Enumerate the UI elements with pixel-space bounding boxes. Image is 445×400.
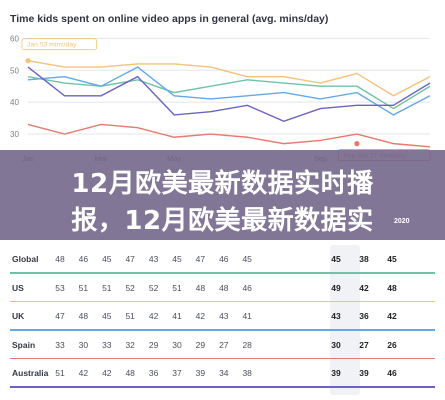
table-cell: 26 bbox=[387, 339, 397, 350]
table-cell: 43 bbox=[219, 311, 229, 321]
chart-title: Time kids spent on online video apps in … bbox=[10, 13, 329, 25]
table-cell: 42 bbox=[359, 282, 369, 293]
series-line-spain bbox=[27, 123, 431, 148]
banner-line-2: 报，12月欧美最新数据实 bbox=[71, 206, 374, 236]
table-cell: 48 bbox=[219, 282, 229, 293]
row-color-line bbox=[10, 329, 435, 331]
table-cell: 53 bbox=[55, 282, 65, 293]
table-cell: 42 bbox=[387, 311, 397, 321]
row-label: Spain bbox=[12, 339, 36, 350]
table-row: Global 48 46 45 47 43 45 47 46 45 45 38 45 bbox=[0, 253, 445, 274]
table-cell: 36 bbox=[148, 368, 159, 378]
table-cell: 39 bbox=[195, 368, 206, 378]
table-cell: 46 bbox=[219, 254, 229, 264]
table-cell: 48 bbox=[387, 282, 397, 293]
table-cell: 45 bbox=[172, 254, 182, 264]
table-cell: 30 bbox=[331, 339, 341, 350]
table-cell: 47 bbox=[125, 254, 135, 264]
table-cell: 39 bbox=[359, 368, 369, 378]
table-cell: 52 bbox=[125, 282, 135, 293]
table-cell: 48 bbox=[195, 282, 206, 293]
table-cell: 48 bbox=[55, 254, 65, 264]
series-line-us bbox=[27, 60, 431, 97]
table-cell: 45 bbox=[242, 254, 252, 264]
table-cell: 42 bbox=[148, 311, 159, 321]
table-row: US 53 51 51 52 52 51 48 48 46 49 42 48 bbox=[0, 282, 445, 302]
highlight-column-box bbox=[330, 245, 360, 395]
table-cell: 27 bbox=[219, 339, 229, 350]
table-cell: 29 bbox=[195, 339, 206, 350]
table-row: Spain 33 30 33 32 29 30 29 27 28 30 27 26 bbox=[0, 339, 445, 359]
table-cell: 46 bbox=[242, 282, 252, 293]
table-cell: 41 bbox=[172, 311, 182, 321]
table-cell: 28 bbox=[242, 339, 252, 350]
row-label: Global bbox=[12, 254, 39, 264]
y-tick-label: 40 bbox=[10, 98, 19, 107]
table-cell: 38 bbox=[359, 254, 369, 264]
table-cell: 46 bbox=[78, 254, 89, 264]
table-cell: 47 bbox=[55, 311, 65, 321]
y-tick-label: 50 bbox=[10, 66, 19, 75]
annotation-point bbox=[25, 58, 31, 64]
row-label: US bbox=[12, 282, 24, 293]
row-label: UK bbox=[12, 311, 25, 321]
table-cell: 38 bbox=[242, 368, 252, 378]
table-cell: 45 bbox=[102, 311, 112, 321]
table-cell: 43 bbox=[331, 311, 341, 321]
table-year-label: 2020 bbox=[394, 218, 410, 225]
table-cell: 45 bbox=[387, 254, 397, 264]
series-line-australia bbox=[27, 66, 431, 123]
table-cell: 51 bbox=[102, 282, 112, 293]
annotation-box bbox=[21, 38, 97, 51]
table-cell: 41 bbox=[242, 311, 252, 321]
row-label: Australia bbox=[12, 368, 49, 378]
table-cell: 49 bbox=[331, 282, 341, 293]
table-cell: 42 bbox=[78, 368, 89, 378]
data-table: Global 48 46 45 47 43 45 47 46 45 45 38 45 US 53 51 51 52… bbox=[0, 240, 445, 400]
table-cell: 45 bbox=[102, 254, 112, 264]
table-cell: 51 bbox=[78, 282, 89, 293]
overlay-banner bbox=[0, 150, 445, 240]
table-cell: 51 bbox=[172, 282, 182, 293]
table-cell: 52 bbox=[148, 282, 159, 293]
table-cell: 42 bbox=[195, 311, 206, 321]
table-cell: 39 bbox=[331, 368, 341, 378]
table-cell: 51 bbox=[55, 368, 65, 378]
table-cell: 51 bbox=[125, 311, 135, 321]
annotation-point bbox=[354, 141, 360, 147]
y-tick-label: 60 bbox=[10, 34, 19, 43]
table-row: UK 47 48 45 51 42 41 42 43 41 43 36 42 bbox=[0, 310, 445, 331]
table-cell: 32 bbox=[125, 339, 135, 350]
series-line-global bbox=[27, 75, 431, 110]
row-color-line bbox=[10, 357, 435, 359]
table-cell: 45 bbox=[331, 254, 341, 264]
row-color-line bbox=[10, 386, 435, 388]
annotation-label: Jan 53 mins/day bbox=[27, 42, 77, 49]
series-line-uk bbox=[27, 66, 431, 116]
table-cell: 43 bbox=[148, 254, 159, 264]
table-cell: 33 bbox=[55, 339, 65, 350]
banner-line-1: 12月欧美最新数据实时播 bbox=[71, 169, 374, 199]
table-cell: 47 bbox=[195, 254, 206, 264]
row-color-line bbox=[10, 272, 435, 274]
table-cell: 48 bbox=[125, 368, 135, 378]
row-color-line bbox=[10, 300, 435, 302]
table-cell: 42 bbox=[102, 368, 112, 378]
table-cell: 30 bbox=[78, 339, 89, 350]
table-cell: 37 bbox=[172, 368, 182, 378]
table-cell: 30 bbox=[172, 339, 182, 350]
line-chart: 30405060JanMarMaySepNovJan 53 mins/daySe… bbox=[10, 34, 431, 163]
table-cell: 48 bbox=[78, 311, 89, 321]
table-cell: 27 bbox=[359, 339, 369, 350]
y-tick-label: 30 bbox=[10, 130, 19, 139]
table-row: Australia 51 42 42 48 36 37 39 34 38 39 39 46 bbox=[0, 367, 445, 388]
table-cell: 34 bbox=[219, 368, 229, 378]
table-cell: 29 bbox=[148, 339, 159, 350]
table-cell: 33 bbox=[102, 339, 112, 350]
table-cell: 46 bbox=[387, 368, 397, 378]
table-cell: 36 bbox=[359, 311, 369, 321]
